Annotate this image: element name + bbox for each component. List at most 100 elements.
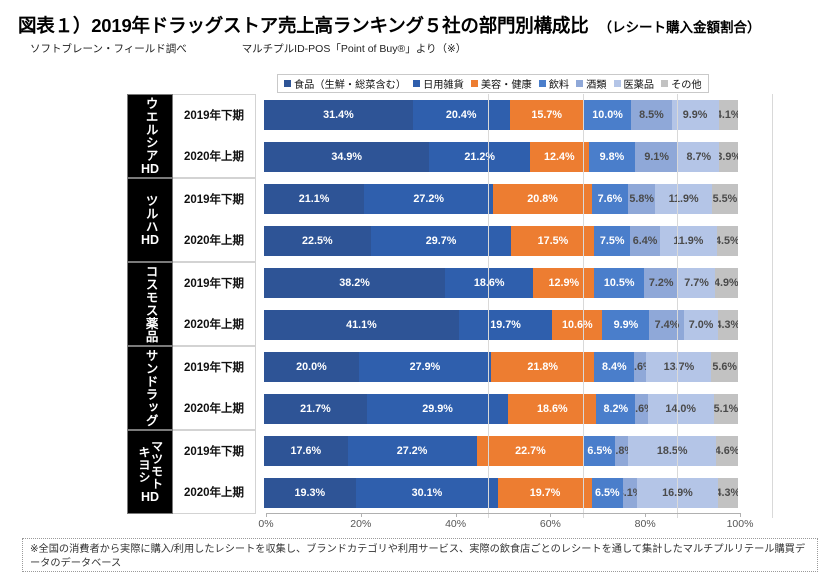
- bar-value-label: 9.8%: [599, 151, 625, 163]
- bar-value-label: 10.0%: [592, 109, 623, 121]
- bar-segment: 2.6%: [634, 352, 647, 382]
- bars-column: 17.6%27.2%22.7%6.5%2.8%18.5%4.6%19.3%30.…: [256, 430, 773, 514]
- bar-value-label: 16.9%: [662, 487, 693, 499]
- stacked-bar: 21.7% 29.9% 18.6% 8.2% 2.6% 14.0% 5.1%: [264, 394, 773, 424]
- legend-item[interactable]: 酒類: [576, 76, 607, 91]
- bar-value-label: 27.9%: [409, 361, 441, 373]
- bar-value-label: 22.7%: [515, 445, 546, 457]
- bar-segment: 21.1%: [264, 184, 365, 214]
- bar-value-label: 20.4%: [445, 109, 477, 121]
- bars-column: 38.2% 18.6% 12.9% 10.5% 7.2% 7.7% 4.9% 41.1% 19.…: [256, 262, 773, 346]
- bar-segment: 4.1%: [718, 100, 738, 130]
- period-label: 2019年下期: [183, 361, 245, 374]
- chart-rows: ウエルシア HD 2019年下期 2020年上期 31.4% 20.4% 15.7% 10.0…: [127, 94, 773, 514]
- bar-segment: 12.9%: [533, 268, 595, 298]
- bar-segment: 5.8%: [627, 184, 656, 214]
- x-axis-tick-label: 80%: [634, 518, 656, 530]
- bar-value-label: 14.0%: [665, 403, 696, 415]
- bar-value-label: 34.9%: [331, 151, 363, 163]
- legend-swatch-icon: [613, 80, 621, 87]
- legend-label: 医薬品: [623, 80, 655, 91]
- period-label-column: 2019年下期 2020年上期: [173, 262, 256, 346]
- legend-item[interactable]: 美容・健康: [470, 76, 532, 91]
- source-line: ソフトブレーン・フィールド調べ マルチプルID-POS「Point of Buy…: [30, 41, 466, 56]
- period-label: 2020年上期: [183, 402, 245, 415]
- bar-value-label: 18.6%: [537, 403, 568, 415]
- bar-segment: 7.2%: [644, 268, 679, 298]
- company-label-3: コスモス薬品: [127, 262, 173, 346]
- bar-value-label: 13.7%: [663, 361, 695, 373]
- bar-segment: 16.9%: [637, 478, 718, 508]
- legend-item[interactable]: 飲料: [538, 76, 569, 91]
- legend-label: 美容・健康: [480, 80, 532, 91]
- bar-value-label: 29.7%: [425, 235, 457, 247]
- bar-segment: 8.4%: [594, 352, 635, 382]
- bar-segment: 3.9%: [719, 142, 738, 172]
- bar-segment: 6.4%: [629, 226, 661, 256]
- bar-segment: 4.9%: [714, 268, 738, 298]
- company-name-text: キヨシ: [137, 446, 151, 484]
- x-axis-tick-label: 100%: [726, 518, 754, 530]
- bar-value-label: 21.8%: [527, 361, 558, 373]
- company-label-1: ウエルシア HD: [127, 94, 173, 178]
- bar-segment: 19.3%: [264, 478, 356, 508]
- legend-item[interactable]: 医薬品: [613, 76, 655, 91]
- company-name-suffix: HD: [140, 232, 160, 247]
- x-axis-tick: [550, 513, 552, 517]
- bar-segment: 8.2%: [596, 394, 636, 424]
- legend-swatch-icon: [538, 80, 546, 87]
- bar-value-label: 21.2%: [464, 151, 495, 163]
- bar-segment: 10.0%: [583, 100, 632, 130]
- bar-segment: 21.8%: [491, 352, 595, 382]
- company-group: ツルハ HD 2019年下期 2020年上期 21.1% 27.2% 20.8% 7.6% 5.…: [127, 178, 773, 262]
- stacked-bar: 21.1% 27.2% 20.8% 7.6% 5.8% 11.9% 5.5%: [264, 184, 773, 214]
- period-label-column: 2019年下期 2020年上期: [173, 94, 256, 178]
- company-label-2: ツルハ HD: [127, 178, 173, 262]
- bar-segment: 9.1%: [635, 142, 679, 172]
- bar-segment: 29.7%: [370, 226, 512, 256]
- period-label: 2019年下期: [183, 109, 245, 122]
- bar-segment: 5.6%: [711, 352, 738, 382]
- bar-segment: 9.9%: [671, 100, 719, 130]
- stacked-bar: 41.1% 19.7% 10.6% 9.9% 7.4% 7.0%4.3%: [264, 310, 773, 340]
- bar-value-label: 19.7%: [490, 319, 521, 331]
- bar-segment: 8.7%: [678, 142, 720, 172]
- bar-value-label: 7.2%: [648, 277, 674, 289]
- bar-segment: 4.5%: [716, 226, 738, 256]
- bar-value-label: 19.3%: [294, 487, 326, 499]
- bar-value-label: 2.6%: [635, 403, 647, 415]
- stacked-bar: 22.5% 29.7% 17.5% 7.5% 6.4% 11.9% 4.5%: [264, 226, 773, 256]
- legend-swatch-icon: [661, 80, 669, 87]
- bar-segment: 9.8%: [588, 142, 636, 172]
- bar-value-label: 4.5%: [716, 235, 738, 247]
- bar-value-label: 5.1%: [713, 403, 738, 415]
- bar-value-label: 11.9%: [673, 235, 704, 247]
- stacked-bar: 19.3% 30.1% 19.7% 6.5%3.1% 16.9% 4.3%: [264, 478, 773, 508]
- x-axis-line: [266, 513, 740, 514]
- bar-value-label: 4.3%: [717, 487, 738, 499]
- bar-value-label: 38.2%: [339, 277, 370, 289]
- legend-item[interactable]: その他: [661, 76, 702, 91]
- bar-segment: 3.1%: [622, 478, 638, 508]
- legend-swatch-icon: [413, 80, 421, 87]
- title-subnote: （レシート購入金額割合）: [598, 20, 761, 35]
- bar-value-label: 4.3%: [717, 319, 738, 331]
- legend-item[interactable]: 日用雑貨: [413, 76, 464, 91]
- stacked-bar: 38.2% 18.6% 12.9% 10.5% 7.2% 7.7% 4.9%: [264, 268, 773, 298]
- bar-value-label: 10.5%: [603, 277, 635, 289]
- bars-column: 31.4% 20.4% 15.7% 10.0% 8.5% 9.9% 4.1% 34.9% 21.…: [256, 94, 773, 178]
- bar-segment: 17.6%: [264, 436, 348, 466]
- bar-segment: 6.5%: [584, 436, 616, 466]
- bar-segment: 27.2%: [347, 436, 477, 466]
- bar-value-label: 18.6%: [473, 277, 505, 289]
- bar-value-label: 27.2%: [413, 193, 444, 205]
- bar-segment: 29.9%: [366, 394, 509, 424]
- x-axis-tick: [360, 513, 362, 517]
- bar-value-label: 2.6%: [634, 361, 646, 373]
- company-group: サンドラッグ2019年下期2020年上期20.0%27.9%21.8%8.4%2…: [127, 346, 773, 430]
- legend-item[interactable]: 食品（生鮮・総菜含む）: [284, 76, 406, 91]
- company-name-text: マツモト: [149, 440, 164, 490]
- legend-label: 食品（生鮮・総菜含む）: [294, 80, 407, 91]
- bar-segment: 22.5%: [264, 226, 371, 256]
